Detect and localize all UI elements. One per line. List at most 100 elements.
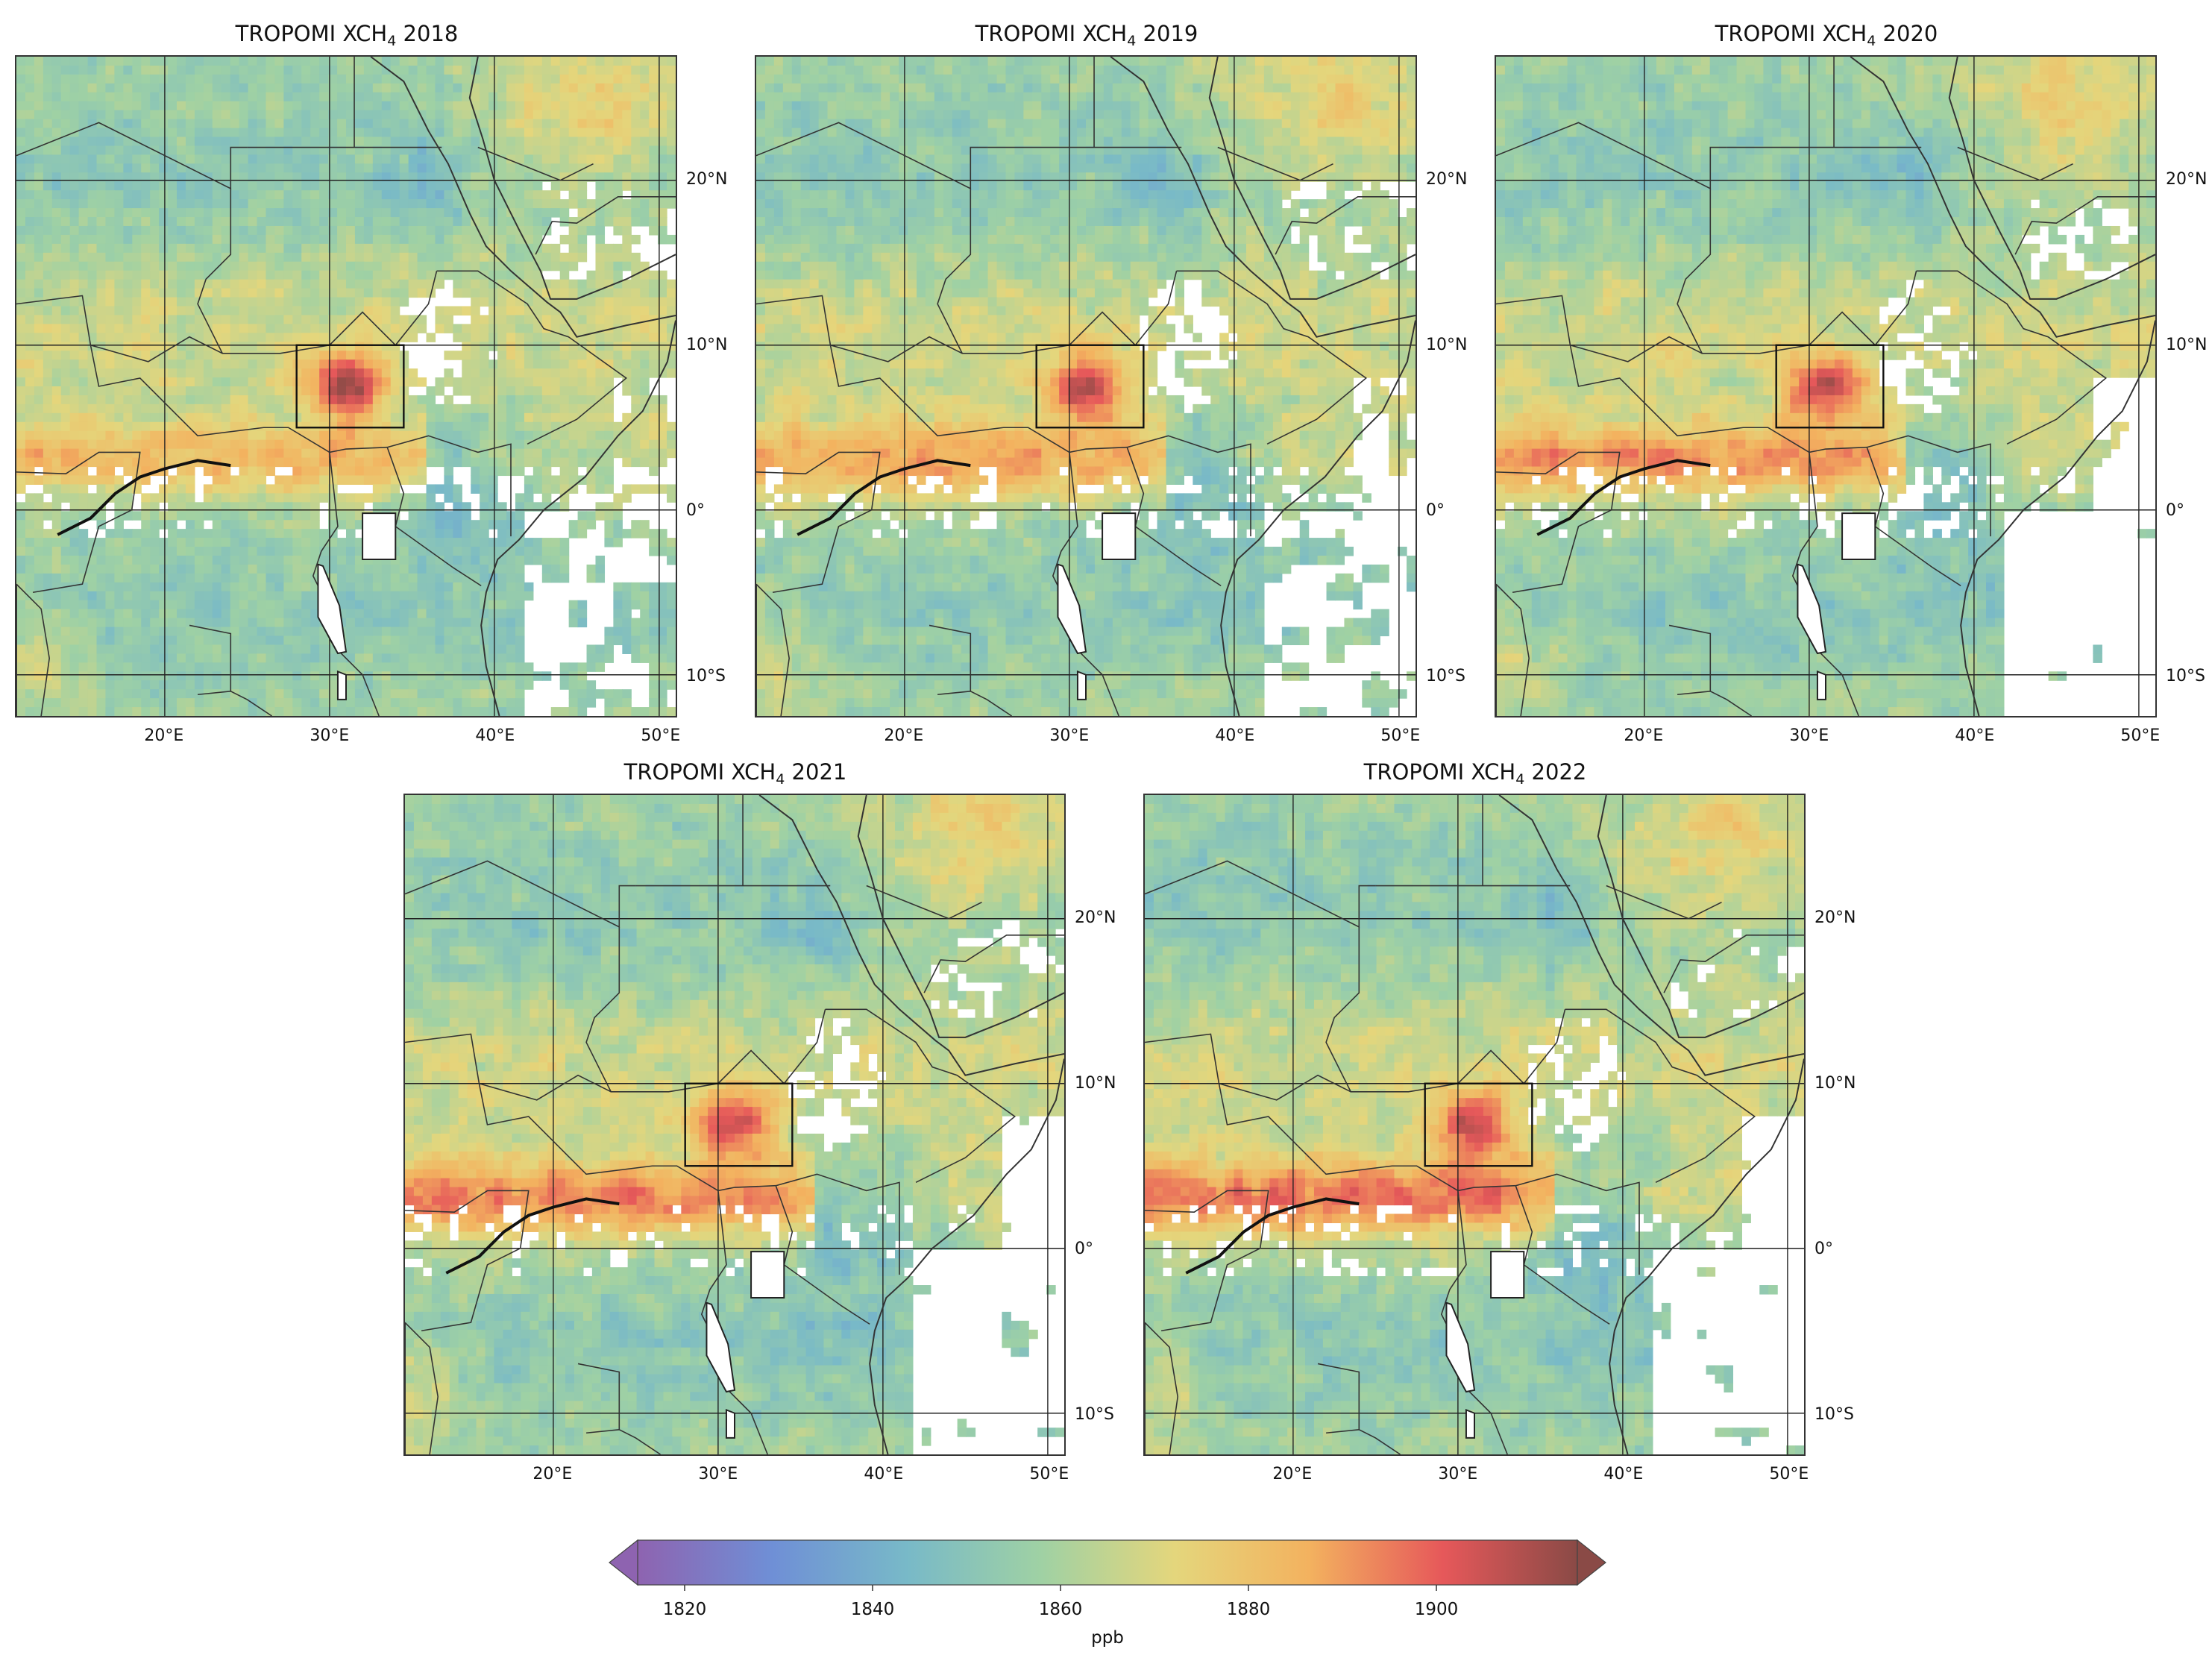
colorbar-extend-min <box>609 1539 638 1586</box>
panel-title-year: 2019 <box>1143 21 1198 46</box>
colorbar-tick-label: 1820 <box>663 1600 707 1619</box>
xch4-raster <box>1496 57 2155 716</box>
panel-title-year: 2020 <box>1883 21 1938 46</box>
map-panel-2018: TROPOMI XCH4 2018 20°N 10°N 0° 10°S 20°E 30°E 4… <box>15 16 750 762</box>
panel-title-prefix: TROPOMI XCH <box>1364 759 1516 785</box>
longitude-tick-label: 40°E <box>1215 726 1254 746</box>
latitude-tick-label: 10°N <box>2166 336 2207 355</box>
longitude-tick-label: 50°E <box>641 726 680 746</box>
map-frame <box>403 794 1066 1456</box>
panel-title: TROPOMI XCH4 2022 <box>1143 755 1807 789</box>
colorbar-tick-label: 1900 <box>1415 1600 1459 1619</box>
latitude-tick-label: 20°N <box>2166 170 2207 189</box>
colorbar-gradient <box>609 1539 1606 1591</box>
xch4-raster <box>16 57 676 716</box>
colorbar-tick-label: 1840 <box>851 1600 895 1619</box>
panel-title-subscript: 4 <box>387 33 396 49</box>
latitude-tick-label: 20°N <box>1075 908 1116 928</box>
longitude-tick-label: 30°E <box>310 726 349 746</box>
longitude-tick-label: 40°E <box>475 726 515 746</box>
xch4-raster <box>405 795 1064 1454</box>
latitude-tick-label: 10°N <box>1075 1074 1116 1093</box>
panel-title: TROPOMI XCH4 2019 <box>755 16 1418 51</box>
longitude-tick-label: 40°E <box>1955 726 1994 746</box>
map-frame <box>1143 794 1806 1456</box>
panel-title-prefix: TROPOMI XCH <box>236 21 388 46</box>
panel-title-year: 2021 <box>792 759 847 785</box>
panel-title-prefix: TROPOMI XCH <box>624 759 776 785</box>
panel-title-subscript: 4 <box>1867 33 1876 49</box>
map-panel-2020: TROPOMI XCH4 2020 20°N 10°N 0° 10°S 20°E 30°E 4… <box>1495 16 2212 762</box>
longitude-tick-label: 40°E <box>1603 1465 1643 1484</box>
latitude-tick-label: 10°S <box>1426 667 1465 686</box>
panel-title: TROPOMI XCH4 2020 <box>1495 16 2158 51</box>
latitude-tick-label: 10°S <box>2166 667 2205 686</box>
xch4-map <box>405 795 1064 1454</box>
map-frame <box>755 55 1417 717</box>
longitude-tick-label: 50°E <box>1029 1465 1069 1484</box>
country-borders <box>1496 57 2155 716</box>
panel-title-year: 2022 <box>1532 759 1587 785</box>
latitude-tick-label: 0° <box>1426 501 1445 521</box>
longitude-tick-label: 50°E <box>1380 726 1420 746</box>
panel-title-prefix: TROPOMI XCH <box>1715 21 1867 46</box>
latitude-tick-label: 10°S <box>1075 1405 1114 1425</box>
country-borders <box>16 57 676 716</box>
panel-title-prefix: TROPOMI XCH <box>975 21 1128 46</box>
colorbar-tick-label: 1860 <box>1039 1600 1083 1619</box>
sudd-highlight-box <box>295 344 405 429</box>
latitude-tick-label: 20°N <box>1426 170 1467 189</box>
map-frame <box>1495 55 2157 717</box>
colorbar-body <box>637 1539 1578 1586</box>
longitude-tick-label: 30°E <box>1789 726 1829 746</box>
map-panel-2022: TROPOMI XCH4 2022 20°N 10°N 0° 10°S 20°E 30°E 4… <box>1143 755 1878 1501</box>
panel-title-subscript: 4 <box>1515 771 1524 788</box>
latitude-tick-label: 20°N <box>686 170 727 189</box>
country-borders <box>405 795 1064 1454</box>
latitude-tick-label: 10°N <box>1426 336 1467 355</box>
latitude-tick-label: 10°N <box>1814 1074 1856 1093</box>
longitude-tick-label: 40°E <box>864 1465 903 1484</box>
xch4-map <box>1496 57 2155 716</box>
country-borders <box>756 57 1416 716</box>
longitude-tick-label: 20°E <box>532 1465 572 1484</box>
map-frame <box>15 55 677 717</box>
longitude-tick-label: 50°E <box>2120 726 2160 746</box>
map-panel-2021: TROPOMI XCH4 2021 20°N 10°N 0° 10°S 20°E 30°E 4… <box>403 755 1138 1501</box>
xch4-raster <box>756 57 1416 716</box>
latitude-tick-label: 0° <box>1814 1240 1833 1259</box>
longitude-tick-label: 30°E <box>1438 1465 1477 1484</box>
longitude-tick-label: 20°E <box>1624 726 1663 746</box>
latitude-tick-label: 0° <box>2166 501 2184 521</box>
sudd-highlight-box <box>1775 344 1885 429</box>
panel-title-subscript: 4 <box>1127 33 1136 49</box>
longitude-tick-label: 20°E <box>1272 1465 1312 1484</box>
longitude-tick-label: 50°E <box>1769 1465 1809 1484</box>
colorbar-extend-max <box>1577 1539 1606 1586</box>
latitude-tick-label: 0° <box>1075 1240 1093 1259</box>
latitude-tick-label: 0° <box>686 501 705 521</box>
latitude-tick-label: 10°S <box>1814 1405 1854 1425</box>
xch4-map <box>1145 795 1804 1454</box>
panel-title: TROPOMI XCH4 2018 <box>15 16 679 51</box>
sudd-highlight-box <box>1035 344 1145 429</box>
colorbar: 1820 1840 1860 1880 1900 ppb <box>608 1533 1607 1658</box>
longitude-tick-label: 20°E <box>144 726 183 746</box>
map-panel-2019: TROPOMI XCH4 2019 20°N 10°N 0° 10°S 20°E 30°E 4… <box>755 16 1489 762</box>
sudd-highlight-box <box>1424 1082 1533 1167</box>
latitude-tick-label: 10°N <box>686 336 727 355</box>
panel-title-subscript: 4 <box>776 771 785 788</box>
panel-title: TROPOMI XCH4 2021 <box>403 755 1067 789</box>
xch4-raster <box>1145 795 1804 1454</box>
longitude-tick-label: 20°E <box>884 726 923 746</box>
longitude-tick-label: 30°E <box>1049 726 1089 746</box>
sudd-highlight-box <box>684 1082 794 1167</box>
country-borders <box>1145 795 1804 1454</box>
colorbar-tick-label: 1880 <box>1227 1600 1271 1619</box>
xch4-map <box>16 57 676 716</box>
panel-title-year: 2018 <box>403 21 459 46</box>
latitude-tick-label: 20°N <box>1814 908 1856 928</box>
colorbar-unit-label: ppb <box>1091 1628 1124 1648</box>
longitude-tick-label: 30°E <box>698 1465 738 1484</box>
latitude-tick-label: 10°S <box>686 667 726 686</box>
